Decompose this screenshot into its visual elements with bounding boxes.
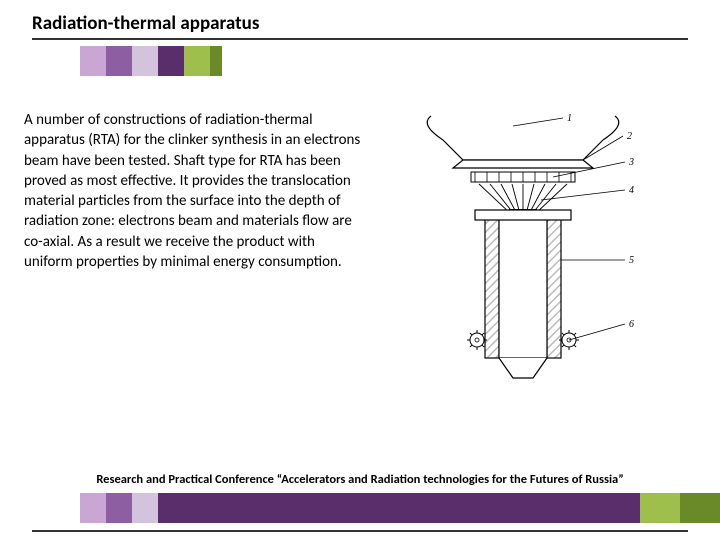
- footer-rule: [32, 530, 688, 532]
- apparatus-svg: 1 2 3 4 5 6: [403, 110, 673, 400]
- slide-title: Radiation-thermal apparatus: [32, 12, 720, 35]
- conference-name: Research and Practical Conference “Accel…: [0, 472, 720, 493]
- header-color-band: [0, 46, 720, 76]
- apparatus-diagram: 1 2 3 4 5 6: [380, 110, 696, 400]
- slide-footer: Research and Practical Conference “Accel…: [0, 472, 720, 540]
- slide-body: A number of constructions of radiation-t…: [0, 60, 720, 400]
- svg-text:4: 4: [629, 185, 634, 196]
- footer-color-band: 28-29 September 2012, Saint-Petersburg: [0, 493, 720, 523]
- title-underline: [32, 38, 688, 40]
- svg-text:3: 3: [628, 157, 634, 168]
- svg-text:5: 5: [629, 255, 634, 266]
- svg-text:6: 6: [629, 319, 634, 330]
- body-paragraph: A number of constructions of radiation-t…: [24, 110, 364, 400]
- svg-text:1: 1: [567, 113, 572, 124]
- svg-text:2: 2: [627, 131, 632, 142]
